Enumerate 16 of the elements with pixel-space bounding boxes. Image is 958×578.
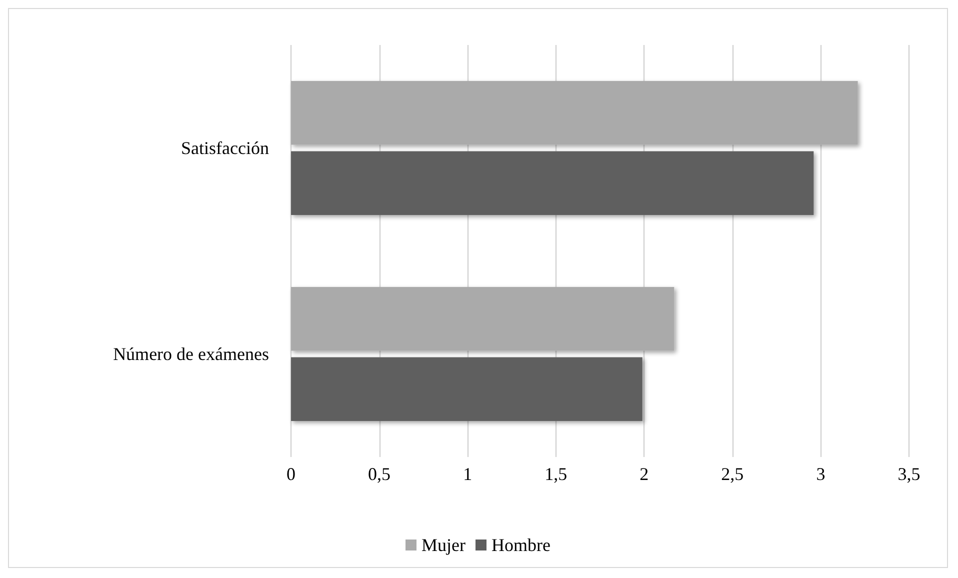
x-tick-label: 2: [640, 464, 649, 484]
x-tick-label: 0: [286, 464, 296, 484]
y-tick-label: Número de exámenes: [113, 344, 269, 364]
bar: [291, 151, 814, 215]
bar: [291, 81, 858, 145]
y-tick-label: Satisfacción: [181, 138, 269, 158]
x-tick-label: 0,5: [368, 464, 391, 484]
legend-label: Mujer: [422, 535, 466, 555]
legend-label: Hombre: [492, 535, 550, 555]
x-tick-label: 3: [816, 464, 826, 484]
bar: [291, 287, 674, 351]
x-tick-label: 1: [463, 464, 472, 484]
x-tick-label: 1,5: [544, 464, 568, 484]
x-tick-label: 2,5: [721, 464, 744, 484]
bar: [291, 357, 642, 421]
x-tick-label: 3,5: [898, 464, 920, 484]
